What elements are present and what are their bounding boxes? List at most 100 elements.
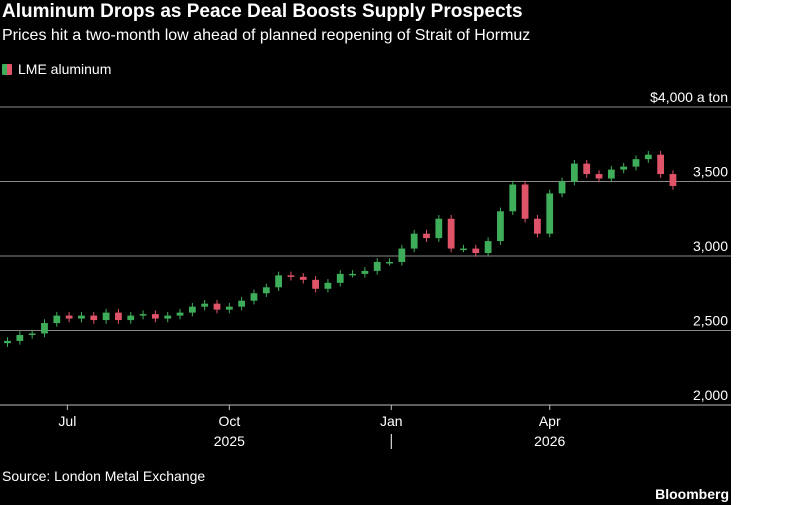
- candle-body: [410, 233, 418, 249]
- candle-body: [472, 248, 480, 254]
- x-tick-label: Jan: [380, 413, 403, 429]
- year-label: 2025: [214, 433, 245, 449]
- plot-area: 2,000 2,500 3,000 3,500 $4,000 a ton Jul Oct Ja…: [0, 89, 731, 449]
- candle-body: [275, 275, 283, 288]
- brand-logo-text: Bloomberg: [655, 486, 729, 502]
- candle: [115, 308, 122, 324]
- candle: [558, 177, 566, 198]
- candle-body: [349, 273, 356, 276]
- candle-body: [447, 218, 455, 249]
- candle: [4, 337, 11, 347]
- candle-body: [102, 312, 110, 321]
- candle-body: [164, 315, 172, 319]
- candle-body: [188, 306, 196, 313]
- legend-swatch-up: [2, 63, 7, 75]
- candle: [201, 299, 209, 311]
- x-tick-label: Apr: [539, 413, 561, 429]
- candle-body: [139, 314, 147, 316]
- candle-body: [484, 241, 492, 254]
- candle: [447, 215, 455, 253]
- candle: [152, 310, 159, 323]
- legend-swatch-down: [7, 63, 12, 75]
- candle-body: [250, 293, 258, 301]
- candle: [521, 180, 529, 223]
- candle: [53, 311, 61, 327]
- legend-label: LME aluminum: [18, 61, 112, 77]
- candle: [324, 279, 332, 293]
- candle: [238, 296, 246, 311]
- candle: [262, 283, 270, 297]
- candle-body: [324, 282, 332, 289]
- candle-body: [225, 306, 233, 310]
- candle: [28, 329, 36, 339]
- x-tick-label: Jul: [58, 413, 76, 429]
- candle: [410, 229, 418, 253]
- y-tick-label: 3,000: [693, 238, 728, 254]
- y-tick-label: 2,000: [693, 387, 728, 403]
- candle: [460, 244, 467, 253]
- candle: [607, 165, 615, 183]
- legend-swatch: [2, 63, 12, 75]
- axis-layer: 2,000 2,500 3,000 3,500 $4,000 a ton Jul Oct Ja…: [58, 89, 728, 449]
- candle-body: [460, 248, 467, 251]
- candle-body: [78, 315, 85, 319]
- candle-body: [657, 154, 665, 175]
- candle-body: [386, 261, 393, 264]
- candle-body: [669, 174, 677, 186]
- candle-body: [299, 276, 307, 280]
- candle-body: [534, 218, 541, 234]
- candle-body: [558, 181, 566, 194]
- candle-body: [644, 154, 652, 160]
- candle-body: [127, 315, 135, 321]
- candle: [632, 155, 640, 171]
- candle: [657, 150, 665, 178]
- year-label: 2026: [534, 433, 565, 449]
- candle: [90, 311, 98, 324]
- candle: [312, 276, 319, 293]
- candle: [546, 189, 554, 238]
- candle: [472, 244, 480, 257]
- candle: [644, 150, 652, 163]
- candle: [620, 162, 628, 174]
- candle: [570, 159, 578, 186]
- candle: [102, 308, 110, 324]
- candle-body: [521, 184, 529, 219]
- candle: [423, 229, 430, 242]
- candle-body: [583, 163, 591, 175]
- candle: [164, 311, 172, 323]
- unit-label: $4,000 a ton: [650, 89, 728, 105]
- grid-layer: [0, 106, 731, 406]
- candle-body: [41, 323, 48, 334]
- candle: [287, 271, 295, 281]
- candle-body: [632, 159, 640, 167]
- candle-body: [238, 300, 246, 307]
- candle-body: [497, 211, 504, 242]
- candle: [435, 215, 443, 242]
- candle: [176, 308, 184, 320]
- candle: [127, 311, 135, 324]
- candle: [41, 319, 48, 338]
- candle: [16, 331, 24, 345]
- candle-body: [65, 315, 73, 319]
- candle-body: [53, 315, 61, 324]
- candle-body: [28, 333, 36, 335]
- candle-body: [262, 287, 270, 294]
- candle-body: [152, 314, 159, 319]
- candle: [534, 215, 541, 238]
- candle-body: [398, 248, 406, 262]
- y-tick-label: 3,500: [693, 164, 728, 180]
- candle: [398, 244, 406, 266]
- candle: [595, 170, 603, 183]
- candle-body: [620, 166, 628, 170]
- legend: LME aluminum: [2, 61, 111, 77]
- candle-body: [509, 184, 517, 212]
- candle: [78, 311, 85, 323]
- candle: [225, 302, 233, 314]
- candle: [484, 237, 492, 257]
- candle-body: [4, 340, 11, 344]
- candle: [336, 270, 344, 287]
- candle: [213, 299, 221, 314]
- candle: [139, 310, 147, 320]
- candle: [349, 270, 356, 278]
- source-note: Source: London Metal Exchange: [2, 468, 206, 484]
